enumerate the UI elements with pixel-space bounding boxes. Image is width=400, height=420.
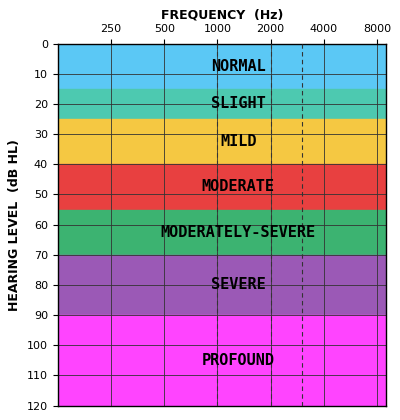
Bar [58,119,386,164]
Bar [58,44,386,89]
X-axis label: FREQUENCY  (Hz): FREQUENCY (Hz) [161,8,283,21]
Y-axis label: HEARING LEVEL  (dB HL): HEARING LEVEL (dB HL) [8,139,21,310]
Text: NORMAL: NORMAL [211,59,266,74]
Text: MILD: MILD [220,134,257,149]
Text: MODERATELY-SEVERE: MODERATELY-SEVERE [161,225,316,240]
Text: SEVERE: SEVERE [211,278,266,292]
Bar [58,210,386,255]
Bar [58,255,386,315]
Bar [58,164,386,210]
Text: PROFOUND: PROFOUND [202,353,275,368]
Text: MODERATE: MODERATE [202,179,275,194]
Text: SLIGHT: SLIGHT [211,97,266,111]
Bar [58,315,386,406]
Bar [58,89,386,119]
